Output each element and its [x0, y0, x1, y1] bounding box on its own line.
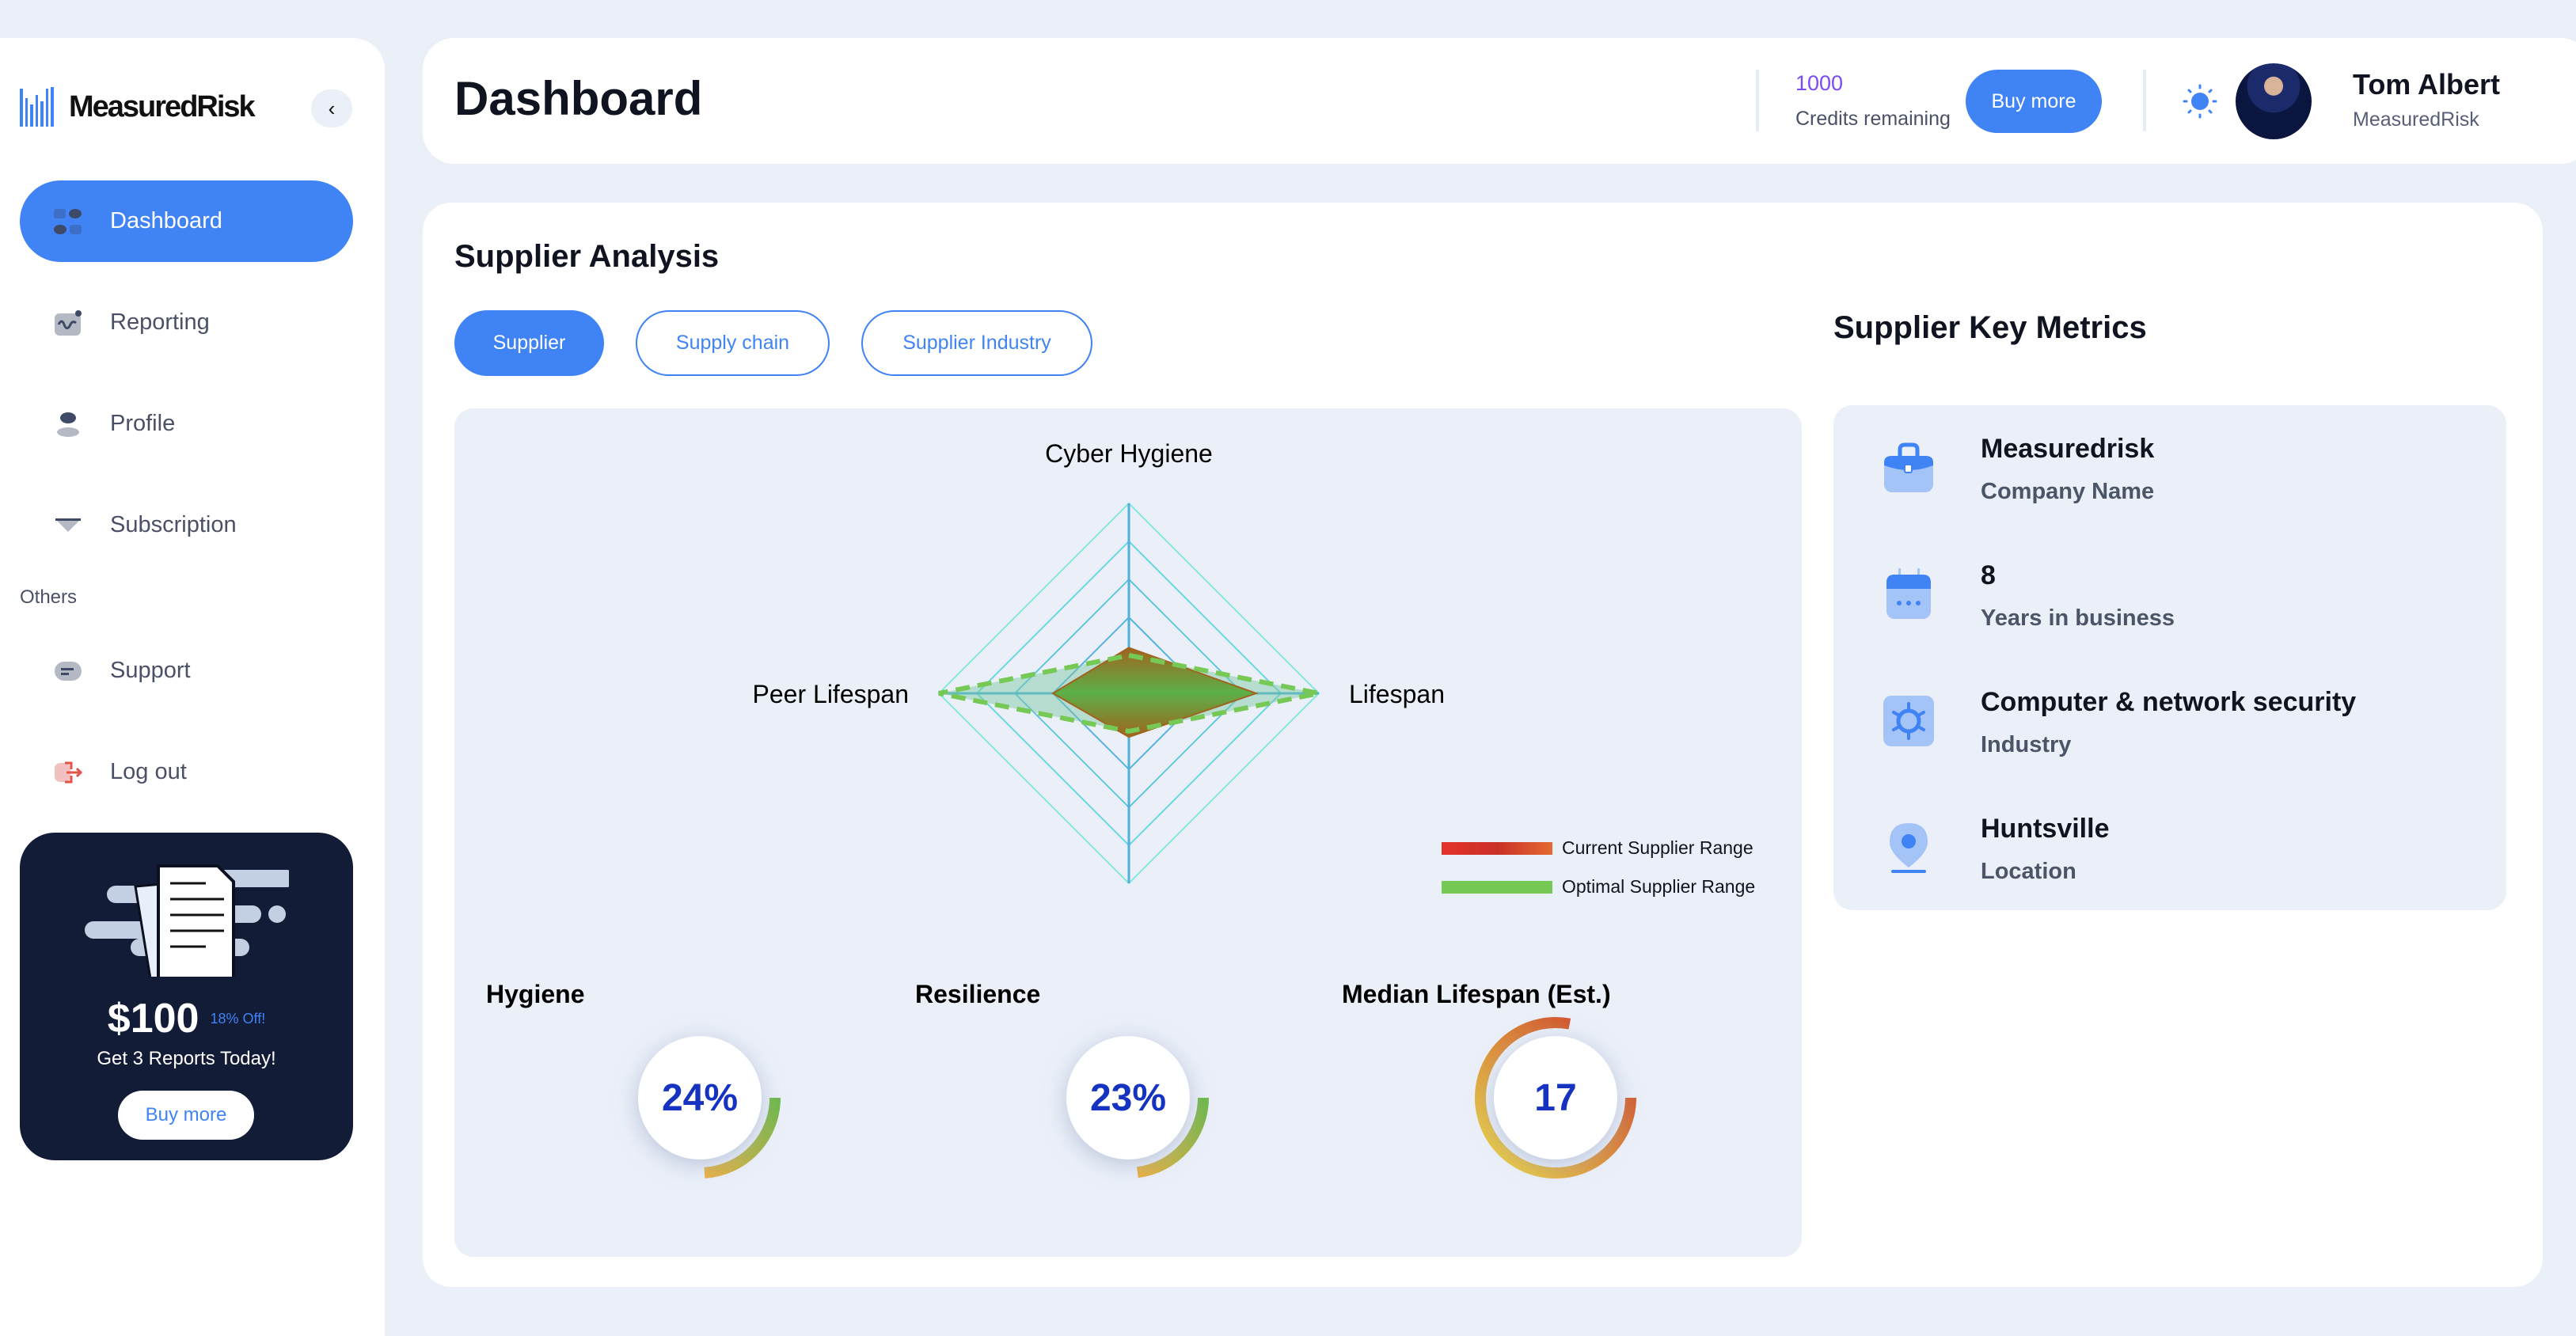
- sidebar-item-label: Dashboard: [110, 208, 222, 233]
- page-title: Dashboard: [454, 72, 703, 125]
- gauge-value: 23%: [1089, 1076, 1167, 1119]
- sidebar-item-logout[interactable]: Log out: [20, 731, 353, 813]
- promo-card: $100 18% Off! Get 3 Reports Today! Buy m…: [20, 833, 353, 1160]
- logo-bars-icon: [20, 87, 54, 127]
- legend-swatch: [1442, 841, 1552, 855]
- section-label-others: Others: [20, 586, 78, 608]
- sidebar-item-label: Profile: [110, 411, 176, 436]
- promo-text: Get 3 Reports Today!: [97, 1048, 276, 1069]
- avatar[interactable]: [2236, 63, 2312, 139]
- briefcase-icon: [1883, 442, 1935, 494]
- gauge-center: [638, 1036, 762, 1160]
- calendar-icon: [1883, 568, 1935, 621]
- chart-panel: Cyber HygieneLifespanBusiness Resilience…: [454, 408, 1802, 1257]
- metric-label: Industry: [1981, 732, 2072, 757]
- legend-swatch: [1442, 880, 1552, 894]
- radar-chart: Cyber HygieneLifespanBusiness Resilience…: [753, 439, 1445, 885]
- credits-label: Credits remaining: [1795, 108, 1951, 130]
- diamond-icon: [54, 511, 82, 540]
- gear-icon: [1883, 695, 1935, 747]
- sidebar-item-reporting[interactable]: Reporting: [20, 282, 353, 363]
- collapse-sidebar-button[interactable]: ‹: [311, 89, 352, 127]
- promo-discount: 18% Off!: [210, 1010, 266, 1027]
- credits-value: 1000: [1795, 71, 1844, 95]
- gauge-progress: [704, 1097, 781, 1178]
- gauge-progress: [1136, 1097, 1209, 1178]
- gauge-center: [1066, 1036, 1190, 1160]
- sidebar-item-label: Subscription: [110, 512, 237, 537]
- metric-label: Years in business: [1981, 605, 2175, 631]
- header: Dashboard 1000 Credits remaining Buy mor…: [423, 38, 2576, 164]
- gauge-arc: [1066, 1036, 1209, 1178]
- current-supplier-range: [1051, 647, 1259, 738]
- sidebar-item-subscription[interactable]: Subscription: [20, 484, 353, 566]
- metric-value: Computer & network security: [1981, 687, 2357, 717]
- gauge-progress: [1475, 1017, 1636, 1178]
- metric-company: Measuredrisk Company Name: [1883, 434, 2154, 505]
- tab-supplier[interactable]: Supplier: [454, 310, 604, 376]
- buy-more-button[interactable]: Buy more: [1966, 70, 2102, 133]
- metrics-panel: Measuredrisk Company Name 8 Years in busin…: [1833, 405, 2506, 910]
- user-org: MeasuredRisk: [2353, 108, 2479, 131]
- gauge-value: 24%: [661, 1076, 739, 1119]
- user-name: Tom Albert: [2353, 68, 2500, 101]
- gauge-title: Median Lifespan (Est.): [1342, 980, 1611, 1008]
- legend-item-optimal: Optimal Supplier Range: [1442, 876, 1755, 898]
- sidebar-item-profile[interactable]: Profile: [20, 383, 353, 465]
- sidebar-item-label: Reporting: [110, 309, 210, 335]
- metrics-title: Supplier Key Metrics: [1833, 310, 2147, 345]
- tab-supplier-industry[interactable]: Supplier Industry: [861, 310, 1092, 376]
- gauge: 23%: [1033, 1003, 1223, 1193]
- metric-label: Company Name: [1981, 479, 2155, 504]
- grid-icon: [54, 207, 82, 236]
- gauge-arc: [1475, 1017, 1636, 1178]
- axis-label: Cyber Hygiene: [1045, 439, 1213, 468]
- user-icon: [54, 410, 82, 438]
- chat-icon: [54, 657, 82, 685]
- logo-text: MeasuredRisk: [69, 89, 256, 123]
- metric-industry: Computer & network security Industry: [1883, 687, 2356, 758]
- tab-supply-chain[interactable]: Supply chain: [636, 310, 830, 376]
- supplier-analysis-card: Supplier Analysis Supplier Supply chain …: [423, 203, 2543, 1287]
- promo-price: $100: [107, 996, 199, 1042]
- chart-wave-icon: [54, 309, 82, 337]
- gauge-arc: [638, 1036, 781, 1178]
- divider: [2143, 70, 2146, 131]
- section-title: Supplier Analysis: [454, 239, 720, 274]
- documents-illustration-icon: [85, 864, 289, 977]
- legend-item-current: Current Supplier Range: [1442, 837, 1755, 859]
- gauge-title: Hygiene: [486, 980, 585, 1008]
- axis-label: Lifespan: [1349, 680, 1445, 708]
- sidebar-item-label: Support: [110, 658, 191, 683]
- metric-label: Location: [1981, 859, 2076, 884]
- divider: [1756, 70, 1759, 131]
- promo-buy-more-button[interactable]: Buy more: [118, 1091, 254, 1140]
- location-pin-icon: [1883, 822, 1935, 874]
- metric-location: Huntsville Location: [1883, 814, 2109, 885]
- legend-label: Current Supplier Range: [1562, 837, 1753, 858]
- sidebar-item-support[interactable]: Support: [20, 630, 353, 712]
- metric-value: Huntsville: [1981, 814, 2110, 844]
- metric-value: Measuredrisk: [1981, 434, 2155, 464]
- gauge-center: [1494, 1036, 1617, 1160]
- logo[interactable]: MeasuredRisk: [20, 87, 256, 127]
- logout-icon: [54, 758, 82, 787]
- sun-theme-toggle-icon[interactable]: [2182, 83, 2218, 120]
- chart-legend: Current Supplier Range Optimal Supplier …: [1442, 837, 1755, 898]
- gauge-title: Resilience: [915, 980, 1041, 1008]
- metric-value: 8: [1981, 560, 1996, 590]
- axis-label: Peer Lifespan: [753, 680, 909, 708]
- gauge: 24%: [605, 1003, 795, 1193]
- optimal-supplier-range: [938, 652, 1320, 734]
- metric-years: 8 Years in business: [1883, 560, 2175, 632]
- sidebar-item-dashboard[interactable]: Dashboard: [20, 180, 353, 262]
- gauge: 17: [1461, 1003, 1651, 1193]
- gauge-value: 17: [1534, 1076, 1577, 1119]
- chevron-left-icon: ‹: [328, 96, 336, 120]
- legend-label: Optimal Supplier Range: [1562, 876, 1756, 897]
- sidebar-item-label: Log out: [110, 759, 187, 784]
